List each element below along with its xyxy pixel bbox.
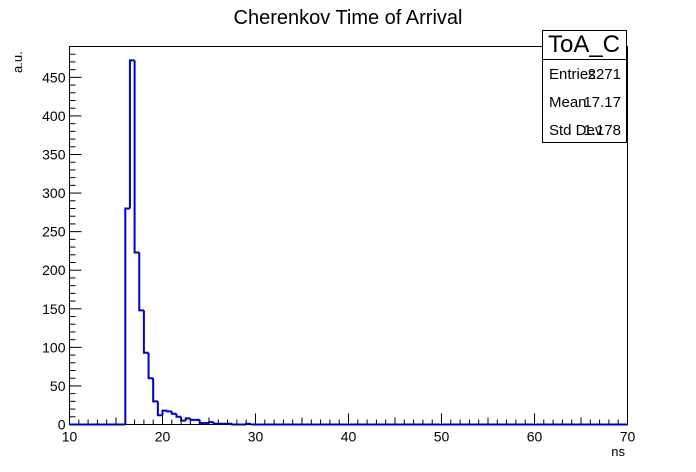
stats-mean-value: 17.17 [583,94,621,111]
x-tick-label: 40 [341,429,357,445]
stats-mean-label: Mean [549,94,587,111]
stats-box-frame [542,30,627,143]
histogram-bin [175,413,182,418]
histogram-bin [208,421,214,424]
histogram-bin [184,417,191,421]
x-tick-label: 70 [620,429,636,445]
stats-stddev-label: Std Dev [549,122,603,139]
x-tick-label: 50 [434,429,450,445]
stats-box-title: ToA_C [548,31,620,58]
histogram-bin [212,422,219,425]
histogram-bin [161,409,168,416]
histogram-bin [147,352,154,380]
histogram-bin [245,422,251,425]
stats-entries-label: Entries [549,66,596,83]
histogram-bin [156,401,163,417]
x-tick-label: 60 [527,429,543,445]
x-tick-label: 20 [155,429,171,445]
histogram-bin [189,418,196,421]
x-axis: 10 20 30 40 50 60 70 [62,413,636,445]
x-axis-title: ns [611,444,625,459]
histogram-bin [231,423,237,426]
y-tick-label: 350 [42,147,66,163]
stats-stddev-value: 1.178 [583,122,621,139]
y-tick-label: 300 [42,185,66,201]
y-tick-label: 200 [42,262,66,278]
histogram-series [69,59,628,426]
x-tick-label: 10 [62,429,78,445]
histogram-bin [152,378,158,403]
y-tick-label: 150 [42,301,66,317]
histogram-bin [198,419,205,424]
histogram-bin [142,310,149,354]
stats-box: ToA_C Entries 2271 Mean 17.17 Std Dev 1.… [542,30,627,143]
x-tick-label: 30 [248,429,264,445]
histogram-bin [124,207,130,425]
histogram-bin [166,410,172,413]
y-tick-label: 0 [58,417,66,433]
y-tick-label: 250 [42,224,66,240]
histogram-bin [133,60,140,254]
histogram-bin [180,416,186,422]
y-tick-label: 450 [42,69,66,85]
y-tick-label: 50 [50,378,66,394]
y-tick-label: 400 [42,108,66,124]
histogram-bin [128,59,135,209]
histogram-bin [170,411,177,415]
y-tick-label: 100 [42,339,66,355]
stats-entries-value: 2271 [588,66,621,83]
histogram-bin [138,252,144,312]
y-axis: 0 50 100 150 200 250 300 350 400 450 [42,46,82,433]
y-axis-title: a.u. [10,51,25,73]
chart-title: Cherenkov Time of Arrival [234,7,463,29]
